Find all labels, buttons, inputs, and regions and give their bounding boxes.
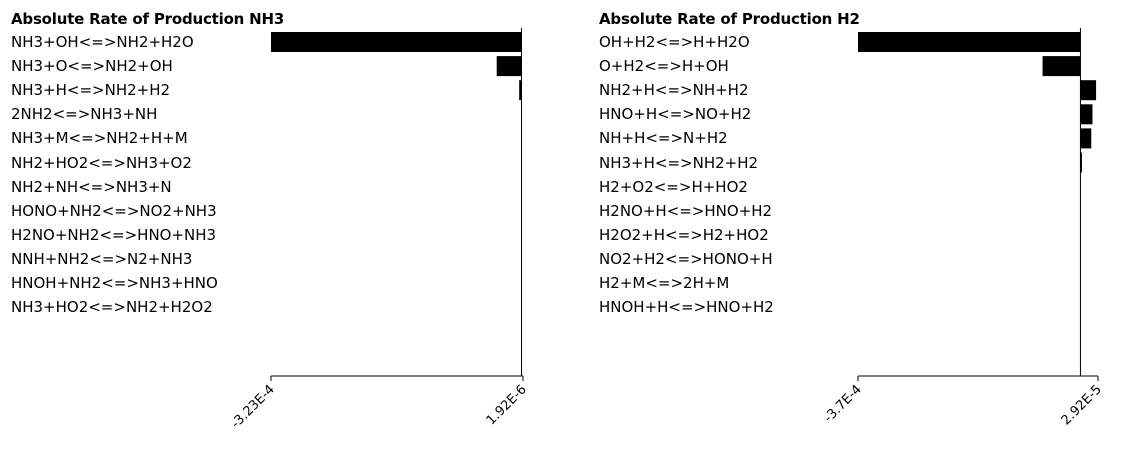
bar xyxy=(1080,104,1093,125)
category-label: NH2+NH<=>NH3+N xyxy=(11,177,172,196)
category-label: H2NO+NH2<=>HNO+NH3 xyxy=(11,225,217,244)
chart-title: Absolute Rate of Production NH3 xyxy=(11,10,285,28)
category-label: NH+H<=>N+H2 xyxy=(599,129,728,148)
bar xyxy=(1080,80,1097,101)
bar xyxy=(1080,128,1092,149)
x-tick-label: -3.7E-4 xyxy=(821,382,865,426)
bar xyxy=(519,80,522,101)
category-label: NH2+H<=>NH+H2 xyxy=(599,81,749,100)
category-label: NH3+O<=>NH2+OH xyxy=(11,57,173,76)
category-label: NH3+H<=>NH2+H2 xyxy=(599,153,759,172)
category-label: O+H2<=>H+OH xyxy=(599,57,729,76)
category-label: H2+O2<=>H+HO2 xyxy=(599,177,748,196)
category-label: H2+M<=>2H+M xyxy=(599,274,730,292)
category-label: HONO+NH2<=>NO2+NH3 xyxy=(11,201,217,220)
category-label: NH2+HO2<=>NH3+O2 xyxy=(11,153,192,172)
bar-chart-plot: -3.7E-4 2.92E-5 xyxy=(821,28,1105,428)
category-label: HNOH+NH2<=>NH3+HNO xyxy=(11,274,218,292)
category-label: 2NH2<=>NH3+NH xyxy=(11,105,158,124)
bar xyxy=(271,32,522,52)
bar xyxy=(1080,152,1082,173)
category-label: NH3+HO2<=>NH2+H2O2 xyxy=(11,298,213,317)
bar xyxy=(1042,56,1081,77)
x-tick-label: -3.23E-4 xyxy=(228,382,277,431)
chart-panel-nh3: Absolute Rate of Production NH3 NH3+OH<=… xyxy=(11,0,571,449)
category-label: NH3+H<=>NH2+H2 xyxy=(11,81,171,100)
bar-chart-plot: -3.23E-4 1.92E-6 xyxy=(228,28,530,432)
chart-panel-h2: Absolute Rate of Production H2 OH+H2<=>H… xyxy=(599,0,1126,449)
category-label: NH3+M<=>NH2+H+M xyxy=(11,129,188,148)
category-label: NO2+H2<=>HONO+H xyxy=(599,249,773,268)
category-label: OH+H2<=>H+H2O xyxy=(599,33,750,51)
category-label: H2O2+H<=>H2+HO2 xyxy=(599,225,769,244)
x-tick-label: 2.92E-5 xyxy=(1059,382,1105,428)
bar xyxy=(496,56,522,77)
category-label: HNOH+H<=>HNO+H2 xyxy=(599,298,774,317)
category-label: H2NO+H<=>HNO+H2 xyxy=(599,201,773,220)
category-label: NH3+OH<=>NH2+H2O xyxy=(11,33,194,51)
bar xyxy=(858,32,1081,52)
x-tick-label: 1.92E-6 xyxy=(484,382,530,428)
chart-title: Absolute Rate of Production H2 xyxy=(599,10,860,28)
category-label: HNO+H<=>NO+H2 xyxy=(599,105,752,124)
category-label: NNH+NH2<=>N2+NH3 xyxy=(11,249,193,268)
